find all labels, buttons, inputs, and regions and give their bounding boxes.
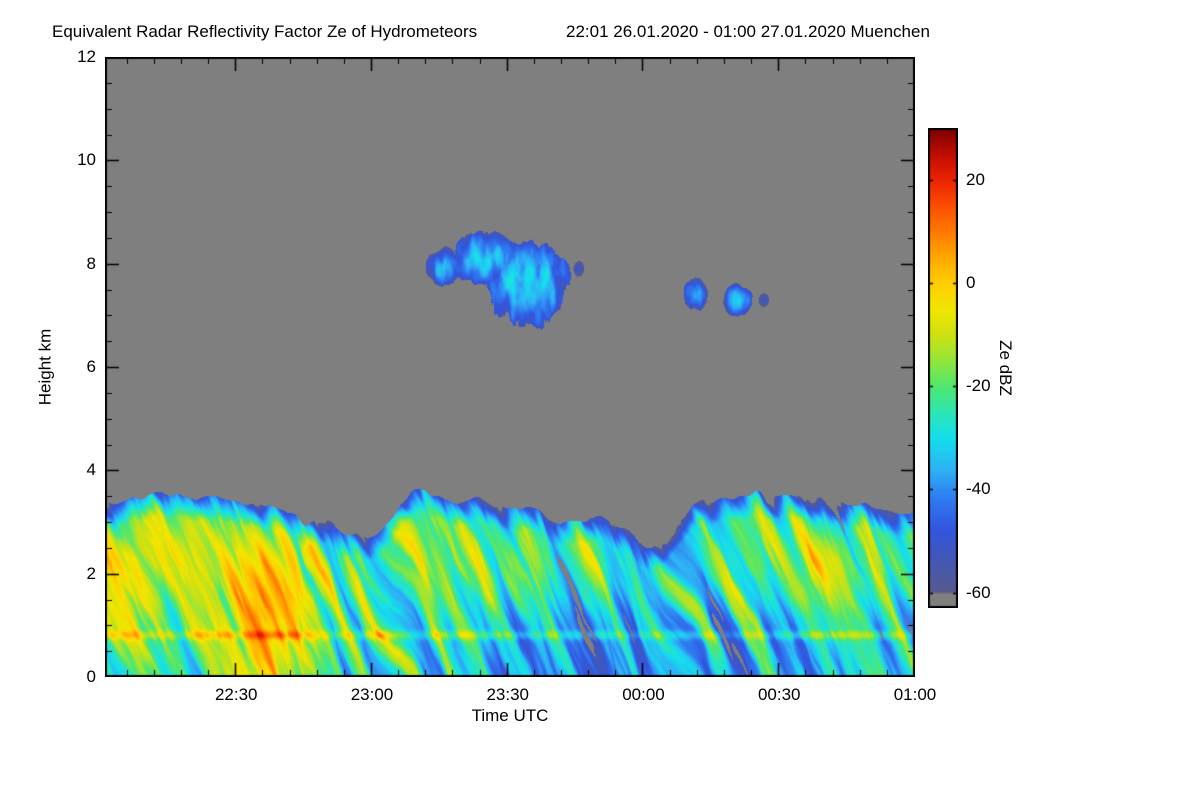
y-tick-label: 6: [86, 357, 96, 376]
colorbar-label: Ze dBZ: [996, 340, 1015, 396]
colorbar-tick-label: -20: [966, 376, 991, 396]
x-tick-label: 23:00: [350, 685, 394, 704]
y-tick-label: 10: [77, 150, 96, 170]
y-tick-label: 2: [86, 563, 96, 583]
x-tick-label: 01:00: [893, 685, 937, 704]
x-tick-label: 00:30: [757, 685, 801, 704]
chart-title: Equivalent Radar Reflectivity Factor Ze …: [52, 22, 478, 41]
x-tick-label: 23:30: [486, 685, 529, 704]
y-tick-label: 12: [77, 47, 96, 66]
colorbar-tick-label: 20: [966, 169, 985, 189]
colorbar-label-wrap: Ze dBZ: [992, 128, 1018, 608]
y-tick-label: 0: [86, 667, 96, 686]
chart-daterange: 22:01 26.01.2020 - 01:00 27.01.2020 Muen…: [566, 22, 930, 41]
colorbar-tick-label: -60: [966, 582, 991, 602]
x-tick-label: 22:30: [214, 685, 258, 704]
x-axis-label: Time UTC: [471, 706, 549, 725]
y-axis-label-wrap: Height km: [32, 57, 58, 677]
y-axis-label: Height km: [35, 328, 54, 406]
heatmap-canvas: [105, 57, 915, 677]
colorbar-tick-label: -40: [966, 479, 991, 499]
colorbar-canvas: [928, 128, 958, 608]
x-tick-label: 00:00: [622, 685, 665, 704]
y-tick-label: 4: [86, 460, 96, 480]
y-tick-label: 8: [86, 253, 96, 273]
colorbar-tick-label: 0: [966, 272, 976, 292]
